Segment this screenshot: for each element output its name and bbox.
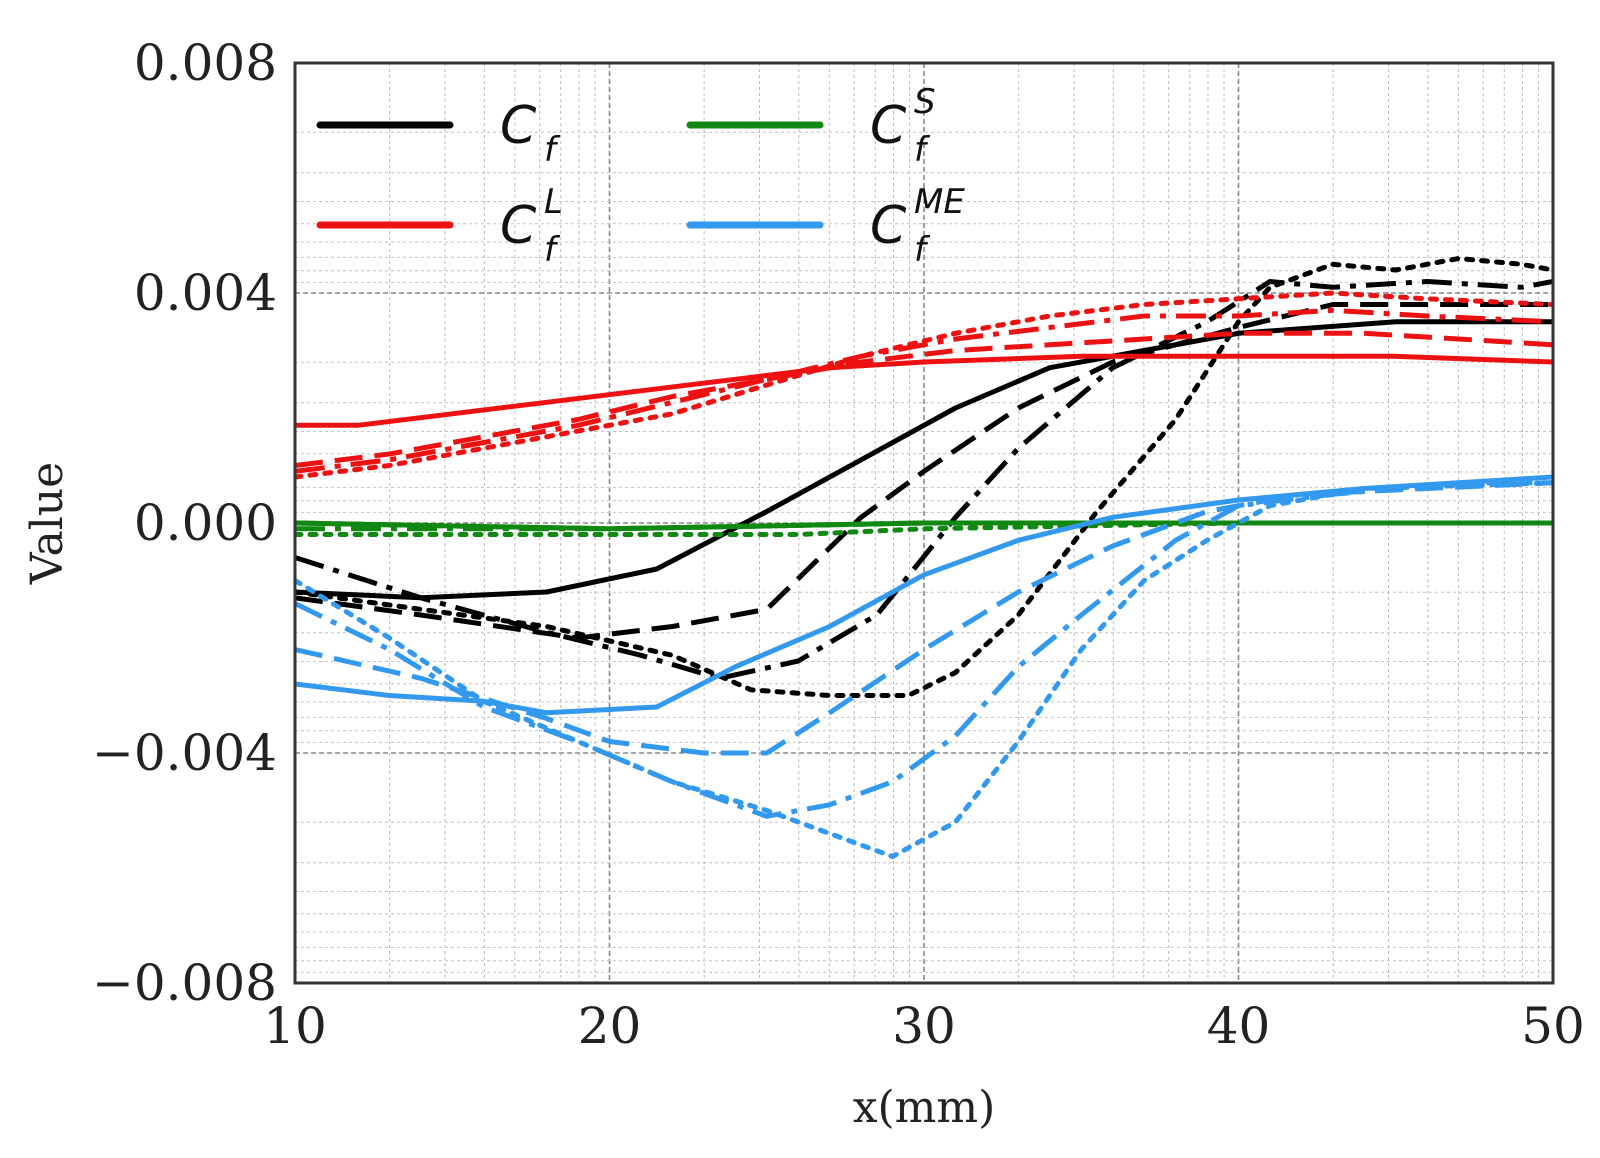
legend-label: C	[870, 196, 907, 256]
series-line-cfl-dotted	[295, 290, 1553, 480]
series-line-cfme-dotted	[295, 480, 1553, 859]
legend-subscript: f	[544, 130, 561, 170]
series-line-cfl-dashdot	[295, 307, 1553, 474]
legend-label: C	[500, 96, 537, 156]
legend-superscript: ME	[914, 182, 965, 222]
legend-subscript: f	[914, 230, 931, 270]
x-tick-label: 20	[578, 997, 642, 1055]
x-tick-label: 10	[263, 997, 327, 1055]
legend-label: C	[500, 196, 537, 256]
x-tick-label: 40	[1207, 997, 1271, 1055]
y-tick-label: 0.008	[134, 34, 277, 92]
series-line-cfl-solid	[295, 353, 1553, 428]
y-tick-label: 0.004	[134, 264, 277, 322]
series-line-cfme-dashed	[295, 480, 1553, 756]
x-axis-label: x(mm)	[853, 1082, 996, 1133]
axis-ticks: 10 20 30 40 50 −0.008 −0.004 0.000 0.004 0.008	[92, 34, 1585, 1055]
series-line-cfl-dashed	[295, 330, 1553, 468]
x-tick-label: 50	[1521, 997, 1585, 1055]
series-layer	[295, 256, 1553, 859]
legend-subscript: f	[914, 130, 931, 170]
series-line-cf-dashdot	[295, 279, 1553, 681]
y-tick-label: 0.000	[134, 494, 277, 552]
series-line-cfs-dotted	[295, 520, 1553, 537]
legend-superscript: L	[544, 182, 563, 222]
y-tick-label: −0.008	[92, 954, 277, 1012]
y-tick-label: −0.004	[92, 724, 277, 782]
series-line-cfme-dashdot	[295, 480, 1553, 819]
legend-superscript: S	[914, 82, 936, 122]
y-axis-label: Value	[22, 462, 73, 585]
x-tick-label: 30	[892, 997, 956, 1055]
legend-label: C	[870, 96, 907, 156]
plot-frame	[293, 61, 1555, 985]
series-line-cf-dotted	[295, 256, 1553, 698]
legend-subscript: f	[544, 230, 561, 270]
